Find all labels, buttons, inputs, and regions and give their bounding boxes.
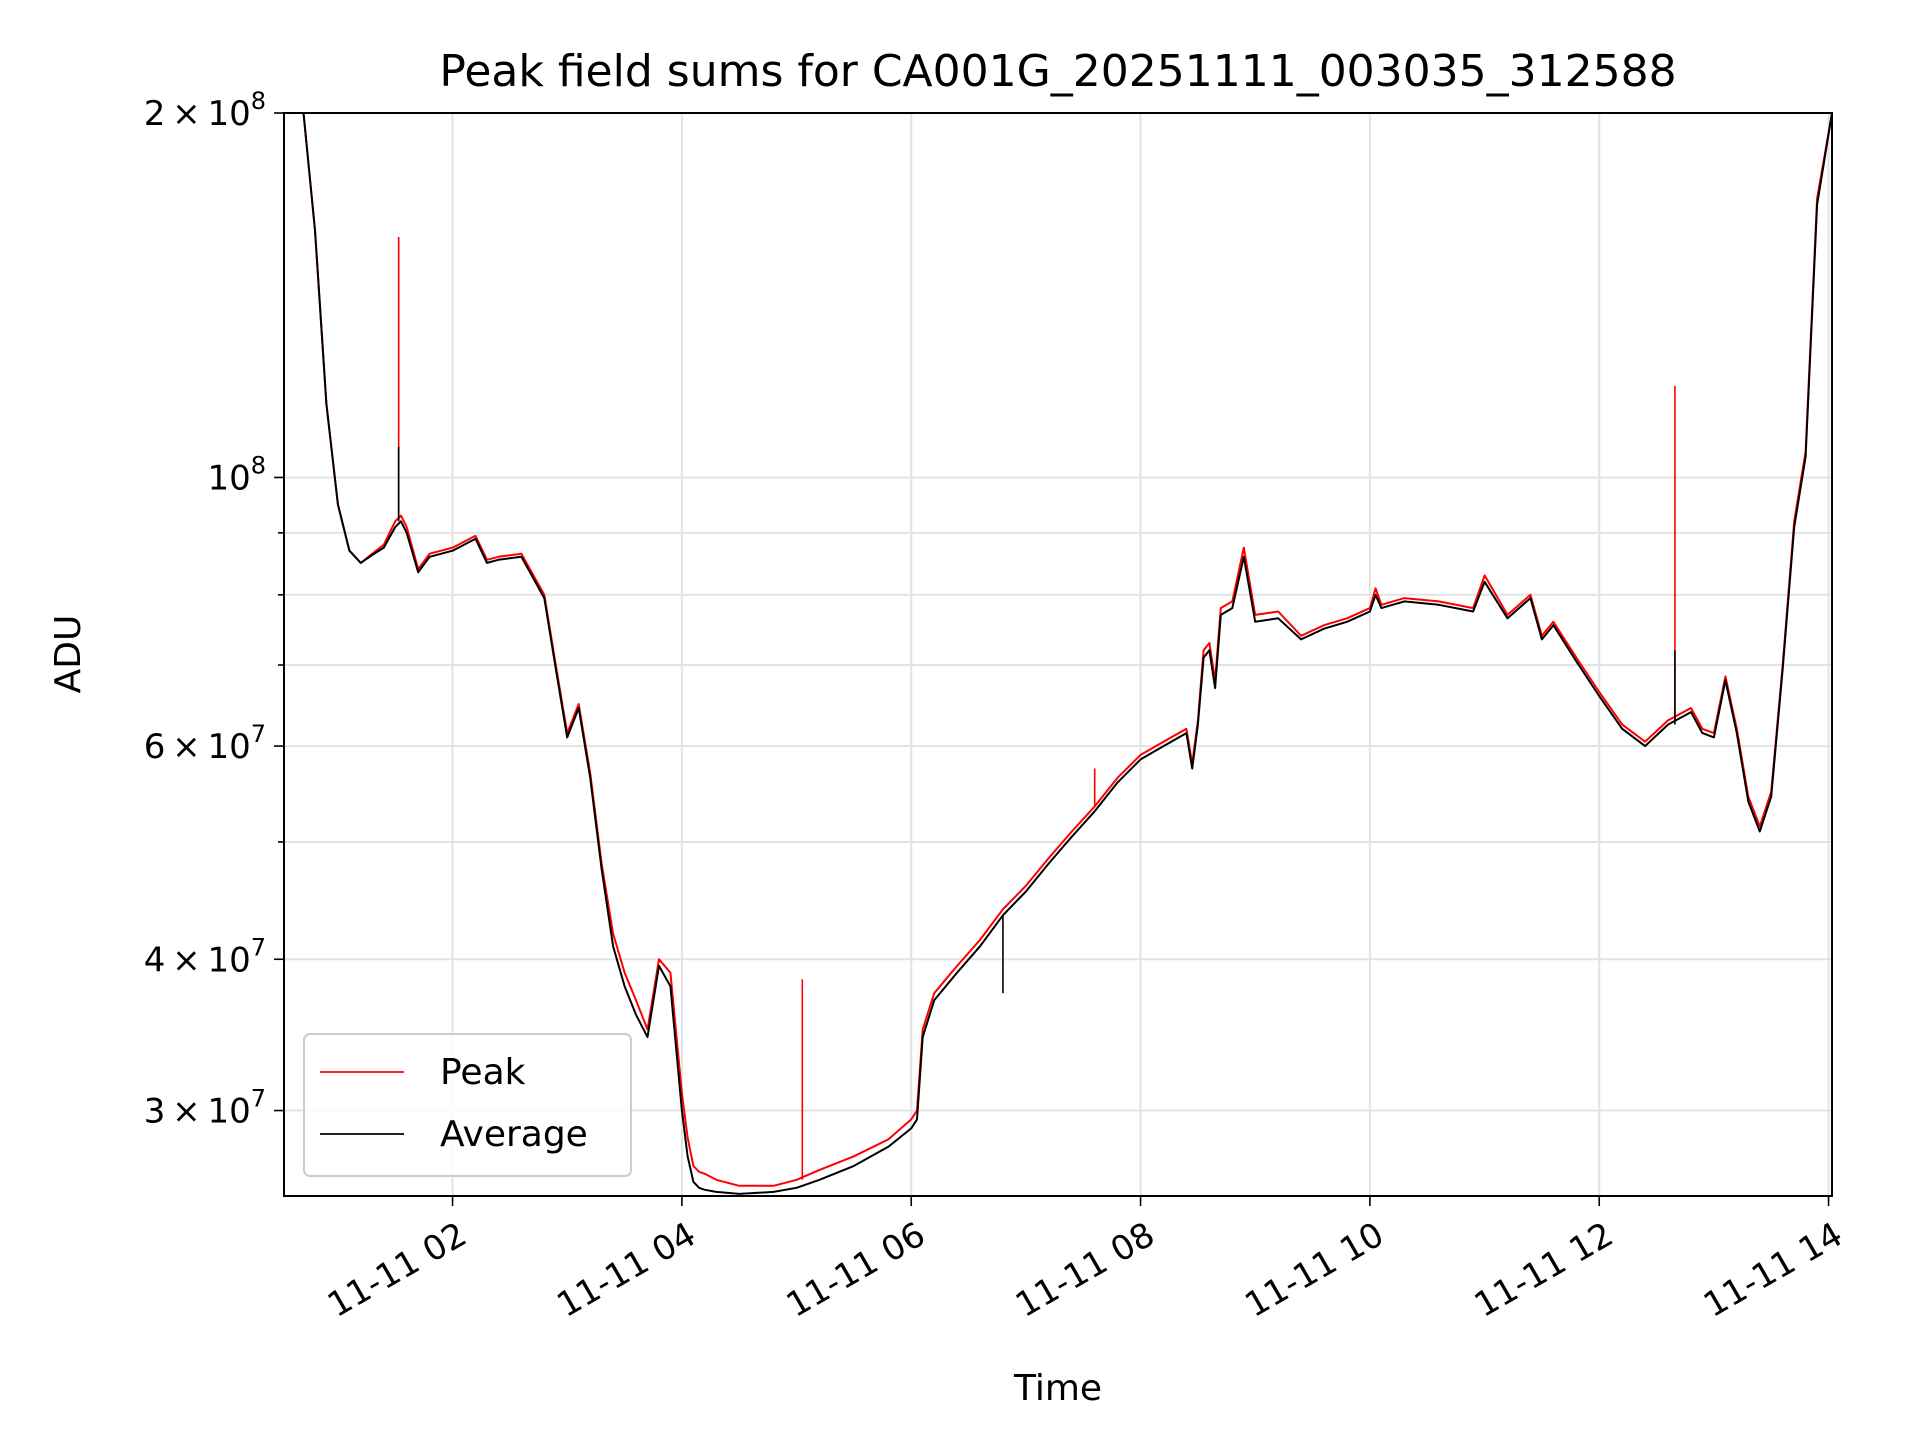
plot-frame — [283, 112, 1833, 1197]
y-tick-mantissa: 3 — [144, 1092, 166, 1132]
y-tick-label: 3 × 107 — [144, 1085, 266, 1132]
y-axis-label: ADU — [48, 615, 89, 694]
y-tick-exponent: 7 — [251, 720, 266, 748]
y-tick-exponent: 8 — [251, 451, 266, 479]
chart-title: Peak field sums for CA001G_20251111_0030… — [439, 46, 1676, 97]
legend: Peak Average — [303, 1033, 632, 1177]
legend-peak-label: Peak — [440, 1052, 526, 1093]
y-tick-label: 4 × 107 — [144, 933, 266, 980]
y-tick-exponent: 7 — [251, 1085, 266, 1113]
y-tick-mantissa: 2 — [144, 94, 166, 134]
series-layer — [284, 112, 1833, 1195]
y-tick-mantissa: 6 — [144, 727, 166, 767]
y-tick-base: 10 — [207, 458, 250, 498]
y-tick-times: × 10 — [165, 94, 250, 134]
y-tick-label: 108 — [207, 451, 266, 498]
series-average-line — [284, 112, 1833, 1195]
y-tick-label: 2 × 108 — [144, 87, 266, 134]
y-tick-exponent: 8 — [251, 87, 266, 115]
series-peak-line — [284, 112, 1833, 1187]
y-tick-mantissa: 4 — [144, 940, 166, 980]
y-tick-times: × 10 — [165, 940, 250, 980]
y-tick-label: 6 × 107 — [144, 720, 266, 767]
y-tick-times: × 10 — [165, 1092, 250, 1132]
legend-average-label: Average — [440, 1114, 588, 1155]
y-tick-exponent: 7 — [251, 933, 266, 961]
y-tick-times: × 10 — [165, 727, 250, 767]
x-axis-label: Time — [1013, 1368, 1102, 1409]
legend-box — [303, 1033, 632, 1177]
